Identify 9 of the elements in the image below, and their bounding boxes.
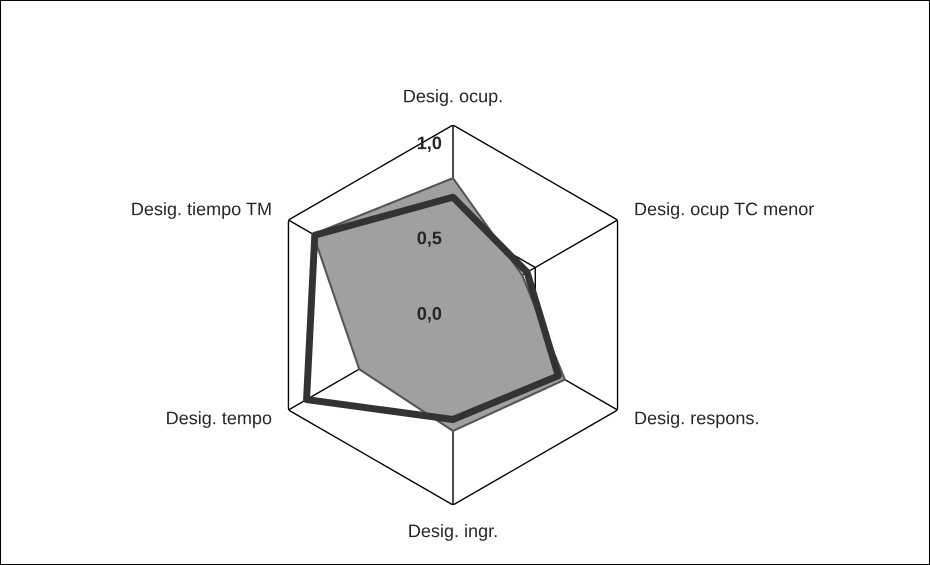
spoke-label: Desig. ingr.: [409, 524, 497, 541]
spoke-label: Desig. ocup TC menor: [635, 202, 814, 219]
spoke-label: Desig. ocup.: [404, 89, 502, 106]
spoke-label: Desig. tiempo TM: [132, 202, 271, 219]
y-tick-label: 0,0: [418, 307, 442, 322]
spoke-label: Desig. tempo: [167, 411, 272, 428]
y-tick-label: 1,0: [418, 136, 442, 152]
spoke-label: Desig. respons.: [635, 411, 758, 428]
y-tick-label: 0,5: [418, 232, 442, 247]
